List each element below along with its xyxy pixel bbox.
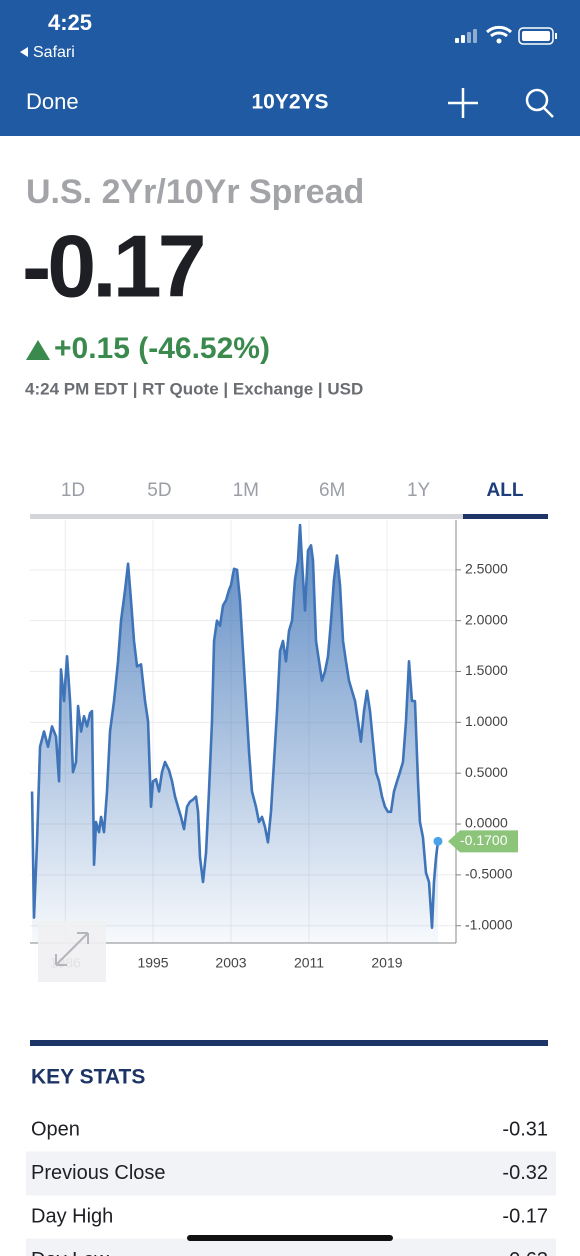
stat-value: -0.31 [502, 1118, 548, 1140]
x-tick-label: 2011 [294, 955, 324, 971]
x-tick-label: 2019 [371, 955, 402, 971]
stat-label: Previous Close [31, 1162, 166, 1184]
status-time: 4:25 [48, 10, 92, 35]
range-tab[interactable]: 1Y [407, 480, 431, 501]
y-tick-label: -0.5000 [465, 866, 513, 882]
quote-name: U.S. 2Yr/10Yr Spread [26, 173, 364, 211]
y-tick-label: 0.5000 [465, 764, 508, 780]
tab-track [30, 514, 548, 519]
add-button[interactable] [448, 88, 478, 118]
stats-row-bg [26, 1238, 556, 1256]
home-indicator [187, 1235, 393, 1241]
y-tick-label: -1.0000 [465, 916, 513, 932]
stat-value: -0.17 [502, 1205, 548, 1227]
search-button[interactable] [525, 88, 554, 118]
y-tick-label: 1.5000 [465, 662, 508, 678]
y-tick-label: 2.5000 [465, 561, 508, 577]
area-line [30, 523, 440, 930]
stat-value: -0.63 [502, 1249, 548, 1256]
stat-label: Open [31, 1118, 80, 1140]
expand-icon [55, 932, 89, 966]
stats-rule [30, 1040, 548, 1046]
stat-label: Day Low [31, 1249, 109, 1256]
area-fill [32, 525, 438, 943]
last-value-label: -0.1700 [460, 832, 508, 848]
last-value-tag [448, 830, 518, 853]
stats-row-bg [26, 1151, 556, 1196]
x-tick-label: 1995 [137, 955, 168, 971]
last-point [433, 836, 443, 846]
y-tick-label: 1.0000 [465, 713, 508, 729]
status-icons [455, 25, 557, 45]
expand-button[interactable] [38, 921, 106, 982]
quote-meta: 4:24 PM EDT | RT Quote | Exchange | USD [25, 379, 363, 398]
stat-label: Day High [31, 1205, 113, 1227]
y-tick-label: 2.0000 [465, 611, 508, 627]
done-button[interactable]: Done [26, 89, 79, 114]
nav-title: 10Y2YS [251, 91, 328, 114]
up-arrow [26, 340, 50, 360]
quote-change: +0.15 (-46.52%) [54, 332, 270, 365]
range-tab[interactable]: 5D [147, 480, 171, 501]
back-app[interactable]: Safari [33, 44, 75, 61]
range-tab[interactable]: 6M [319, 480, 345, 501]
x-tick-label: 2003 [215, 955, 246, 971]
y-tick-label: 0.0000 [465, 815, 508, 831]
stat-value: -0.32 [502, 1162, 548, 1184]
range-tab[interactable]: 1D [61, 480, 85, 501]
stats-title: KEY STATS [31, 1066, 145, 1089]
quote-price: -0.17 [22, 216, 204, 315]
range-tab[interactable]: ALL [487, 480, 524, 501]
range-tab[interactable]: 1M [233, 480, 259, 501]
header-bg [0, 0, 580, 136]
back-arrow[interactable] [20, 47, 28, 57]
active-tab-bar [463, 514, 548, 519]
